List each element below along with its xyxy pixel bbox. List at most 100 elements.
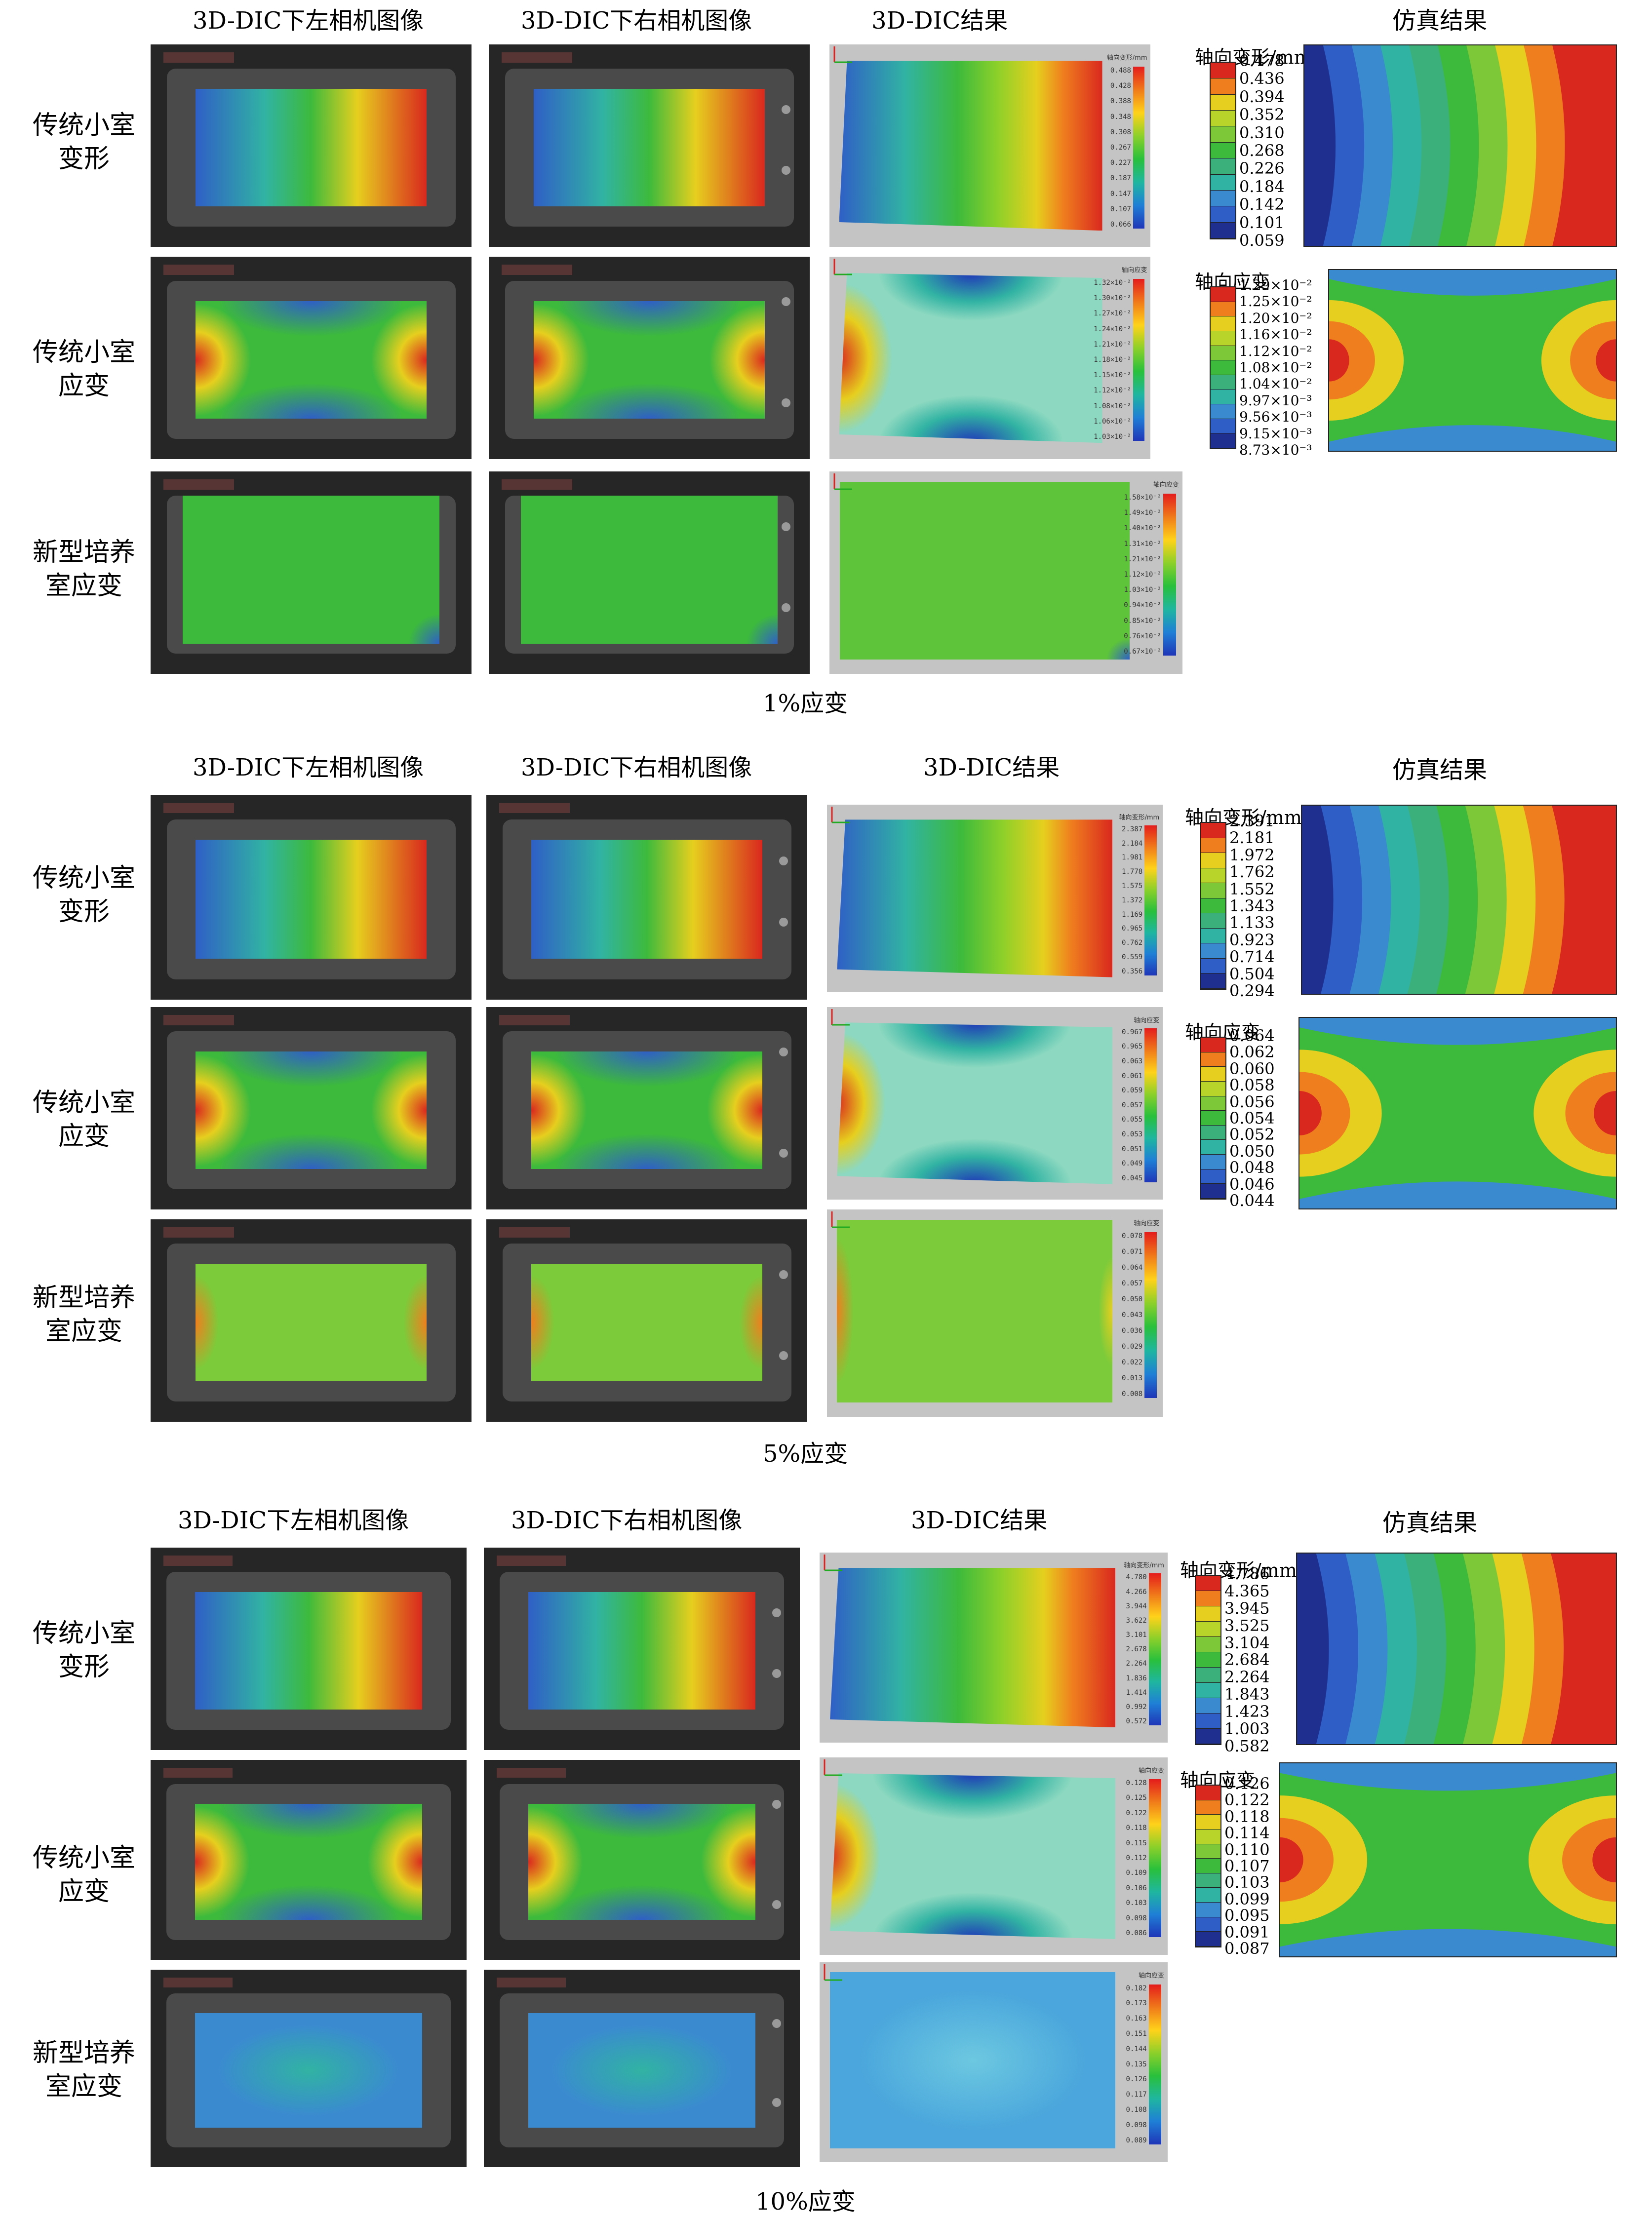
tick-label: 0.126 — [1224, 1774, 1270, 1793]
tick-label: 0.436 — [1239, 69, 1285, 88]
left-camera-image — [151, 1548, 467, 1750]
tick-label: 1.03×10⁻² — [1124, 586, 1162, 594]
strain-contour-graphic — [1280, 1763, 1616, 1956]
tick-label: 0.184 — [1239, 177, 1285, 196]
axis-triad-icon — [824, 1759, 842, 1776]
legend-swatch — [1196, 1859, 1220, 1873]
dic-colorbar — [1133, 279, 1145, 441]
tick-label: 0.147 — [1110, 190, 1131, 198]
tick-label: 0.118 — [1224, 1807, 1270, 1826]
tick-label: 1.08×10⁻² — [1239, 359, 1312, 376]
left-camera-image — [151, 1007, 472, 1209]
tick-label: 0.310 — [1239, 123, 1285, 142]
sim-strain-contour — [1279, 1762, 1617, 1957]
tick-label: 2.678 — [1126, 1645, 1147, 1654]
deformation-overlay — [195, 1592, 423, 1710]
tick-label: 0.107 — [1224, 1856, 1270, 1875]
col-title-right-camera: 3D-DIC下右相机图像 — [521, 754, 752, 781]
tick-label: 1.20×10⁻² — [1239, 310, 1312, 326]
tick-label: 0.187 — [1110, 174, 1131, 183]
right-camera-image — [484, 1548, 800, 1750]
sim-deformation-contour — [1301, 805, 1617, 995]
right-camera-image — [489, 44, 810, 247]
legend-swatch — [1201, 853, 1225, 868]
tick-label: 0.048 — [1229, 1158, 1275, 1177]
col-title-dic-result: 3D-DIC结果 — [923, 754, 1060, 781]
strain-overlay — [531, 1051, 762, 1169]
legend-values: 4.786 4.365 3.945 3.525 3.104 2.684 2.264 1.843… — [1224, 1566, 1270, 1754]
right-camera-image — [489, 471, 810, 674]
dic-colorbar-title: 轴向应变 — [1121, 267, 1147, 274]
dic-colorbar-title: 轴向变形/mm — [1124, 1562, 1164, 1570]
tick-label: 2.684 — [1224, 1650, 1270, 1670]
tick-label: 0.099 — [1224, 1889, 1270, 1908]
legend-swatch — [1211, 360, 1235, 375]
dic-colorbar-ticks: 1.32×10⁻² 1.30×10⁻² 1.27×10⁻² 1.24×10⁻² 1.21… — [1094, 279, 1131, 441]
legend-swatch — [1211, 126, 1235, 143]
legend-swatch — [1201, 1140, 1225, 1155]
tick-label: 0.103 — [1224, 1873, 1270, 1892]
legend-swatch — [1196, 1800, 1220, 1815]
tick-label: 3.944 — [1126, 1602, 1147, 1610]
tick-label: 3.104 — [1224, 1633, 1270, 1652]
tick-label: 0.142 — [1239, 195, 1285, 214]
legend-swatch — [1201, 1038, 1225, 1052]
tick-label: 0.071 — [1122, 1248, 1143, 1256]
tick-label: 1.06×10⁻² — [1094, 417, 1131, 426]
tick-label: 2.181 — [1229, 828, 1275, 848]
tick-label: 1.27×10⁻² — [1094, 310, 1131, 318]
tick-label: 4.786 — [1224, 1564, 1270, 1583]
tick-label: 0.098 — [1126, 2121, 1147, 2129]
legend-swatch — [1211, 78, 1235, 95]
legend-swatch — [1196, 1698, 1220, 1713]
sim-strain-contour — [1328, 269, 1617, 452]
dic-strain-map: 轴向应变 0.967 0.965 0.063 0.061 0.059 0.057 0.055… — [827, 1007, 1163, 1200]
tick-label: 0.086 — [1126, 1929, 1147, 1937]
dic-strain-map: 轴向应变 0.182 0.173 0.163 0.151 0.144 0.135 0.126… — [820, 1962, 1168, 2162]
legend-swatch — [1201, 1067, 1225, 1082]
section-caption: 10%应变 — [755, 2188, 856, 2216]
tick-label: 0.572 — [1126, 1717, 1147, 1726]
tick-label: 0.94×10⁻² — [1124, 601, 1162, 610]
tick-label: 0.107 — [1110, 205, 1131, 213]
sim-deformation-contour — [1303, 44, 1617, 247]
dic-strain-map: 轴向应变 1.58×10⁻² 1.49×10⁻² 1.40×10⁻² 1.31×10⁻… — [829, 471, 1182, 674]
tick-label: 0.348 — [1110, 113, 1131, 121]
legend-colorbar — [1200, 1037, 1226, 1200]
tick-label: 3.622 — [1126, 1616, 1147, 1625]
dic-colorbar — [1144, 1232, 1157, 1399]
tick-label: 0.67×10⁻² — [1124, 647, 1162, 656]
strain-overlay — [195, 1804, 423, 1920]
axis-triad-icon — [833, 259, 852, 275]
tick-label: 0.057 — [1122, 1280, 1143, 1288]
tick-label: 0.013 — [1122, 1374, 1143, 1383]
sim-deformation-legend: 轴向变形/mm 0.478 0.436 0.394 0.352 0.310 0.268 0.… — [1195, 46, 1328, 248]
legend-swatch — [1196, 1622, 1220, 1637]
legend-swatch — [1196, 1786, 1220, 1800]
tick-label: 8.73×10⁻³ — [1239, 441, 1312, 458]
legend-colorbar — [1195, 1575, 1221, 1745]
col-title-left-camera: 3D-DIC下左相机图像 — [193, 7, 424, 35]
strain-overlay — [528, 2013, 756, 2128]
col-title-simulation: 仿真结果 — [1392, 756, 1488, 784]
tick-label: 0.091 — [1224, 1922, 1270, 1942]
col-title-right-camera: 3D-DIC下右相机图像 — [511, 1507, 743, 1534]
tick-label: 4.266 — [1126, 1588, 1147, 1596]
tick-label: 1.981 — [1122, 854, 1143, 862]
tick-label: 0.173 — [1126, 1999, 1147, 2008]
legend-swatch — [1196, 1683, 1220, 1698]
legend-swatch — [1201, 1081, 1225, 1096]
dic-deformation-map: 轴向变形/mm 2.387 2.184 1.981 1.778 1.575 1.372 1.… — [827, 805, 1163, 992]
axis-triad-icon — [831, 1211, 850, 1228]
legend-colorbar — [1200, 822, 1226, 990]
legend-swatch — [1196, 1815, 1220, 1829]
col-title-right-camera: 3D-DIC下右相机图像 — [521, 7, 752, 35]
dic-colorbar-title: 轴向应变 — [1138, 1767, 1164, 1775]
tick-label: 0.294 — [1229, 981, 1275, 1000]
tick-label: 0.052 — [1229, 1125, 1275, 1144]
tick-label: 0.064 — [1122, 1264, 1143, 1272]
legend-swatch — [1201, 928, 1225, 944]
legend-swatch — [1201, 838, 1225, 854]
legend-values: 0.126 0.122 0.118 0.114 0.110 0.107 0.103 0.099… — [1224, 1776, 1270, 1956]
tick-label: 1.003 — [1224, 1719, 1270, 1739]
